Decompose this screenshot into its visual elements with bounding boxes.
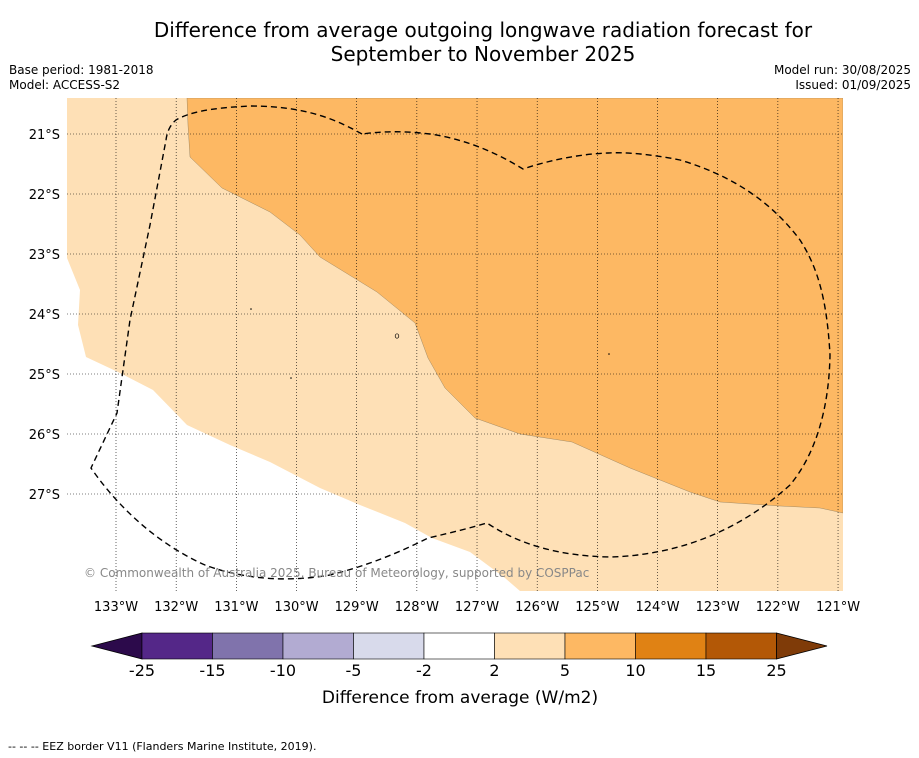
- colorbar-swatch: [705, 632, 777, 660]
- colorbar-tick-label: -15: [199, 661, 225, 680]
- longitude-tick-label: 128°W: [395, 600, 439, 615]
- colorbar-max-extension: [776, 632, 828, 660]
- longitude-tick-label: 123°W: [696, 600, 740, 615]
- latitude-labels: 21°S 22°S 23°S 24°S 25°S 26°S 27°S: [29, 128, 60, 503]
- colorbar-tick-label: 25: [766, 661, 786, 680]
- latitude-tick-label: 24°S: [29, 308, 60, 323]
- colorbar-tick-label: 2: [489, 661, 499, 680]
- colorbar-swatches: [90, 632, 828, 660]
- colorbar-tick-label: -5: [346, 661, 362, 680]
- latitude-tick-label: 25°S: [29, 368, 60, 383]
- map-title: Difference from average outgoing longwav…: [0, 18, 919, 66]
- eez-footnote: -- -- -- EEZ border V11 (Flanders Marine…: [8, 740, 317, 753]
- colorbar: -25 -15 -10 -5 -2 2 5 10 15 25 Difference from av…: [90, 632, 828, 708]
- colorbar-swatch: [494, 632, 566, 660]
- colorbar-swatch: [353, 632, 425, 660]
- title-line-1: Difference from average outgoing longwav…: [153, 18, 813, 42]
- colorbar-swatch: [282, 632, 354, 660]
- grid-lines: [67, 98, 843, 591]
- latitude-tick-label: 23°S: [29, 248, 60, 263]
- colorbar-title: Difference from average (W/m2): [322, 688, 598, 708]
- latitude-tick-label: 21°S: [29, 128, 60, 143]
- longitude-tick-label: 129°W: [335, 600, 379, 615]
- model-run: Model run: 30/08/2025: [773, 63, 911, 77]
- latitude-tick-label: 27°S: [29, 488, 60, 503]
- latitude-tick-label: 26°S: [29, 428, 60, 443]
- colorbar-tick-label: 5: [560, 661, 570, 680]
- longitude-tick-label: 124°W: [635, 600, 679, 615]
- island-marker: [290, 377, 292, 379]
- model-name: Model: ACCESS-S2: [9, 78, 121, 92]
- colorbar-tick-label: 10: [625, 661, 645, 680]
- issued-date: Issued: 01/09/2025: [795, 78, 911, 92]
- island-marker: [394, 333, 400, 339]
- base-period: Base period: 1981-2018: [9, 63, 154, 77]
- longitude-tick-label: 130°W: [274, 600, 318, 615]
- longitude-labels: 133°W 132°W 131°W 130°W 129°W 128°W 127°W 126°W…: [94, 600, 860, 615]
- eez-border: [90, 105, 831, 580]
- colorbar-tick-label: -2: [416, 661, 432, 680]
- longitude-tick-label: 127°W: [455, 600, 499, 615]
- colorbar-swatch: [635, 632, 707, 660]
- longitude-tick-label: 126°W: [515, 600, 559, 615]
- colorbar-tick-label: 15: [696, 661, 716, 680]
- colorbar-swatch: [141, 632, 213, 660]
- colorbar-tick-label: -25: [129, 661, 155, 680]
- longitude-tick-label: 131°W: [214, 600, 258, 615]
- title-line-2: September to November 2025: [330, 42, 636, 66]
- colorbar-tick-label: -10: [270, 661, 296, 680]
- base-info: Base period: 1981-2018 Model: ACCESS-S2: [9, 63, 154, 93]
- run-info: Model run: 30/08/2025 Issued: 01/09/2025: [774, 63, 911, 93]
- plot-area: © Commonwealth of Australia 2025, Bureau…: [67, 98, 843, 591]
- longitude-tick-label: 132°W: [154, 600, 198, 615]
- longitude-tick-label: 133°W: [94, 600, 138, 615]
- neutral-band-region: [67, 258, 520, 591]
- longitude-tick-label: 122°W: [756, 600, 800, 615]
- latitude-tick-label: 22°S: [29, 188, 60, 203]
- colorbar-swatch: [423, 632, 495, 660]
- island-marker: [250, 308, 252, 310]
- band-5-to-10-region: [186, 98, 843, 514]
- small-islands: [250, 308, 610, 379]
- colorbar-swatch: [212, 632, 284, 660]
- colorbar-tick-labels: -25 -15 -10 -5 -2 2 5 10 15 25: [129, 661, 787, 680]
- island-marker: [608, 353, 610, 355]
- longitude-tick-label: 125°W: [575, 600, 619, 615]
- longitude-tick-label: 121°W: [816, 600, 860, 615]
- colorbar-min-extension: [90, 632, 143, 660]
- colorbar-swatch: [564, 632, 636, 660]
- copyright-notice: © Commonwealth of Australia 2025, Bureau…: [84, 566, 589, 580]
